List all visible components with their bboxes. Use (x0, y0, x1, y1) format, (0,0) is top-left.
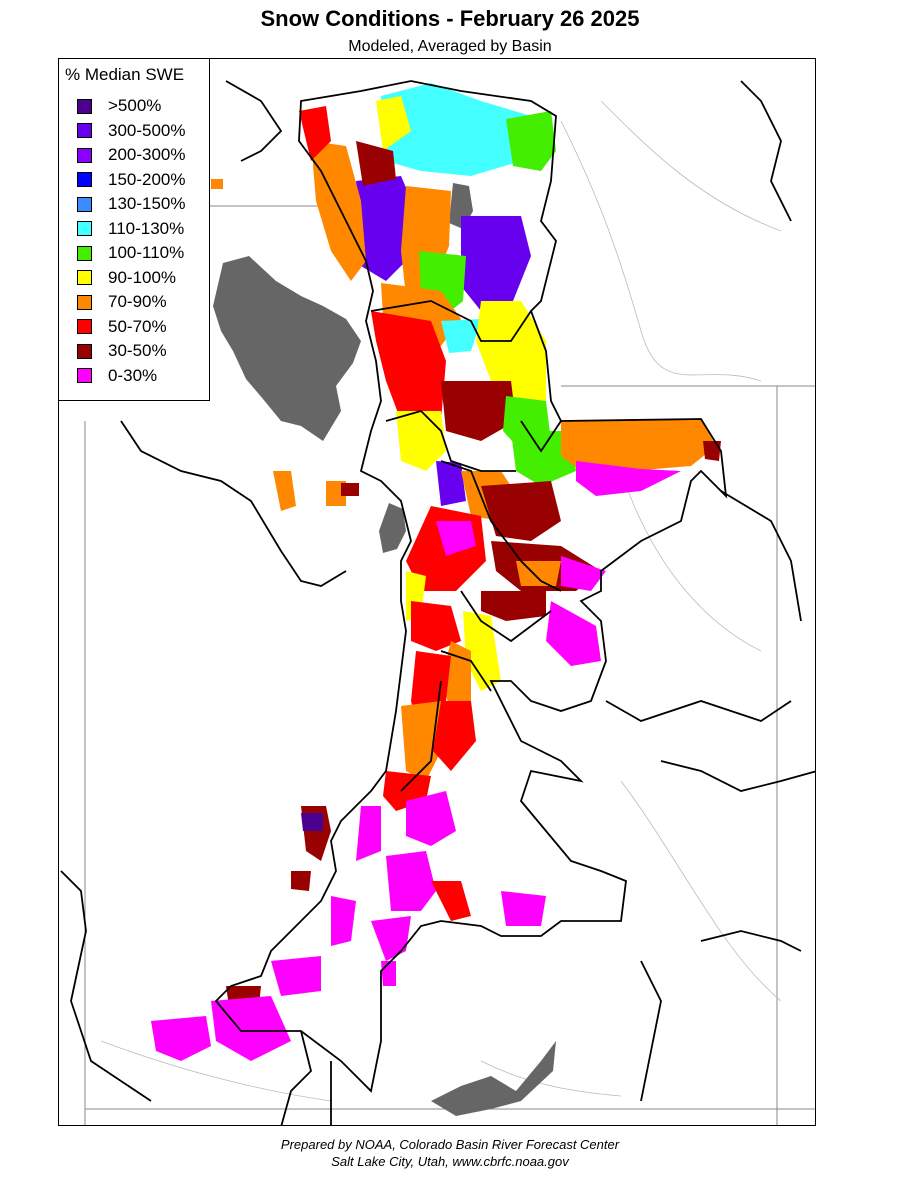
legend-swatch (77, 221, 92, 236)
snow-map-svg (59, 80, 815, 1125)
basin-outlines (60, 80, 815, 1125)
legend-item: 90-100% (77, 267, 176, 289)
legend-swatch (77, 319, 92, 334)
legend-swatch (77, 98, 92, 114)
legend-item: 100-110% (77, 242, 184, 264)
lake-powell (431, 1041, 556, 1116)
legend-swatch (77, 123, 92, 138)
footer-credit: Prepared by NOAA, Colorado Basin River F… (280, 1137, 620, 1152)
legend-item: 30-50% (77, 340, 167, 362)
legend-swatch (77, 147, 92, 163)
legend-swatch (77, 196, 92, 212)
legend-swatch (77, 245, 92, 261)
legend-label: >500% (108, 96, 162, 115)
legend-label: 30-50% (108, 341, 167, 360)
legend-swatch (77, 294, 92, 310)
legend-title: % Median SWE (65, 65, 185, 84)
legend-item: 130-150% (77, 193, 186, 215)
great-salt-lake (213, 256, 361, 441)
map-area[interactable] (58, 58, 816, 1126)
legend-label: 70-90% (108, 292, 167, 311)
legend: % Median SWE >500% 300-500% 200-300% 150-20… (58, 58, 210, 401)
legend-item: 150-200% (77, 169, 186, 191)
legend-item: 70-90% (77, 291, 167, 313)
legend-label: 110-130% (108, 218, 185, 238)
legend-item: >500% (77, 95, 161, 117)
map-subtitle: Modeled, Averaged by Basin (348, 38, 552, 55)
rivers (100, 100, 782, 1102)
legend-swatch (77, 172, 92, 187)
legend-item: 200-300% (77, 144, 186, 166)
legend-label: 90-100% (108, 267, 177, 287)
legend-label: 50-70% (108, 316, 167, 336)
legend-item: 0-30% (77, 365, 157, 387)
legend-label: 130-150% (108, 194, 186, 213)
legend-swatch (77, 343, 92, 359)
legend-item: 300-500% (77, 120, 186, 142)
legend-label: 150-200% (108, 169, 186, 189)
legend-label: 300-500% (108, 120, 186, 140)
legend-label: 100-110% (108, 243, 185, 262)
legend-item: 110-130% (77, 218, 184, 240)
footer-address: Salt Lake City, Utah, www.cbrfc.noaa.gov (331, 1154, 569, 1169)
legend-swatch (77, 368, 92, 383)
utah-lake (379, 503, 406, 553)
legend-label: 200-300% (108, 145, 186, 164)
map-title: Snow Conditions - February 26 2025 (260, 6, 640, 31)
legend-item: 50-70% (77, 316, 167, 338)
snow-regions (151, 83, 721, 1061)
legend-label: 0-30% (108, 365, 158, 385)
legend-swatch (77, 270, 92, 285)
